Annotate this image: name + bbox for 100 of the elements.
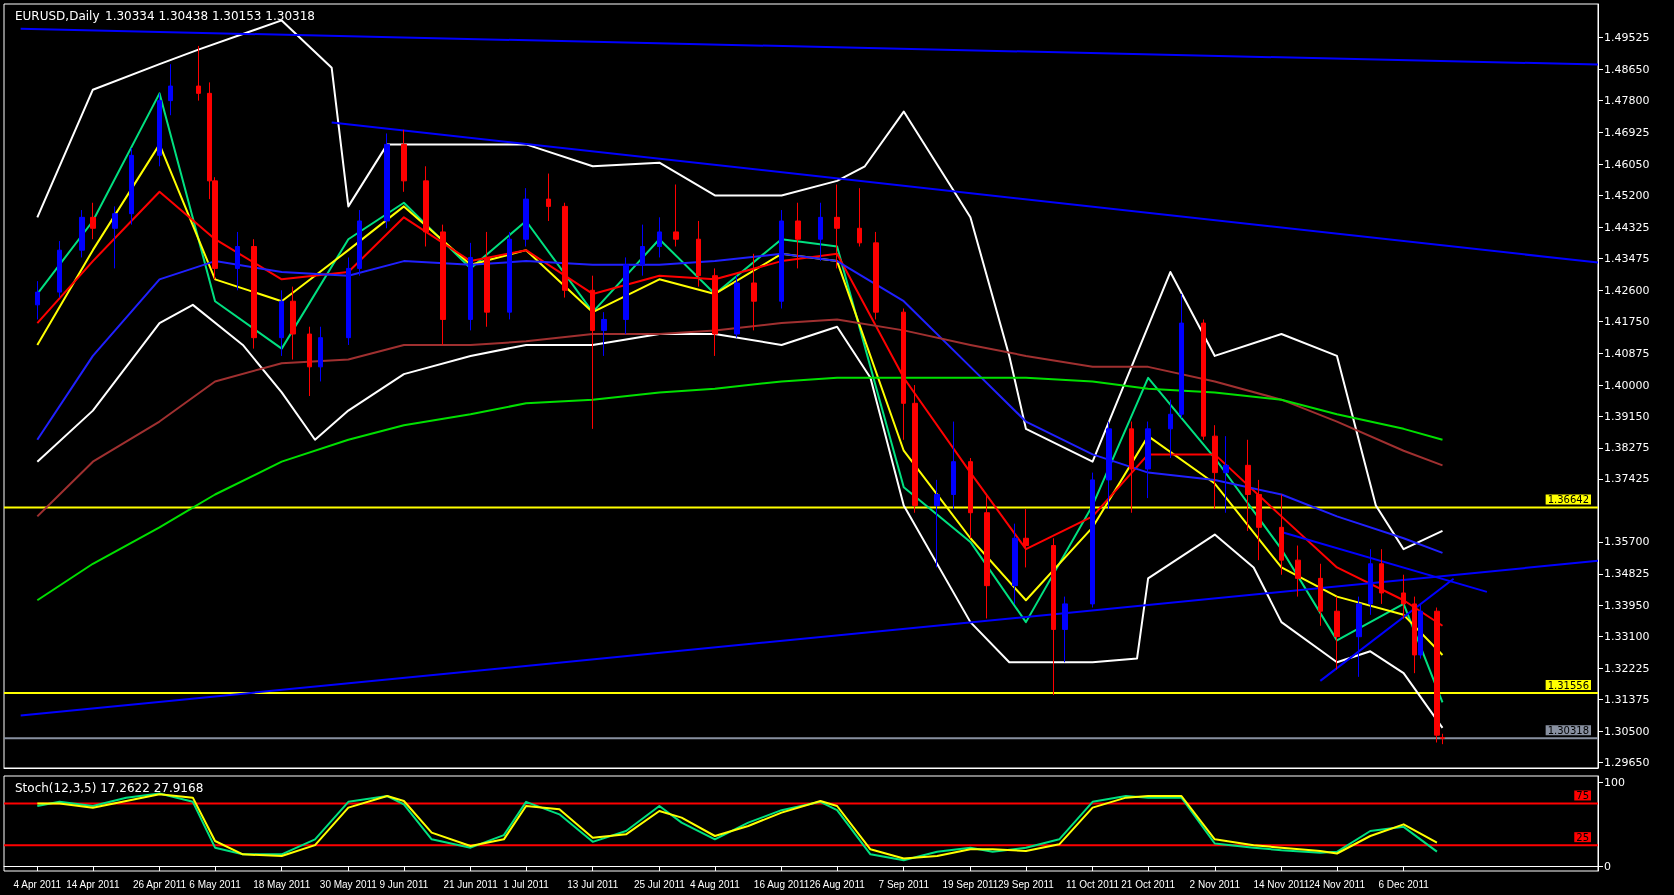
candlestick <box>1179 293 1184 419</box>
candlestick <box>1256 479 1262 561</box>
y-tick-label: 1.37425 <box>1604 472 1650 486</box>
candlestick <box>857 187 862 248</box>
y-tick-label: 1.34825 <box>1604 567 1650 581</box>
candlestick <box>873 231 879 320</box>
x-tick-label: 4 Aug 2011 <box>689 878 741 890</box>
y-tick-label: 1.31375 <box>1604 693 1650 707</box>
candlestick <box>1062 596 1068 663</box>
x-tick-label: 21 Jun 2011 <box>443 878 499 890</box>
candlestick <box>912 384 918 514</box>
y-tick-label: 1.30500 <box>1604 725 1650 739</box>
y-tick-label: 1.42600 <box>1604 283 1650 297</box>
x-tick-label: 7 Sep 2011 <box>878 878 930 890</box>
candlestick <box>934 479 940 568</box>
x-tick-label: 11 Oct 2011 <box>1066 878 1120 890</box>
ref-line-label: 1.31556 <box>1547 679 1589 691</box>
candlestick <box>279 289 284 357</box>
y-tick-label: 1.49525 <box>1604 31 1650 45</box>
line-series <box>36 376 1444 602</box>
candlestick <box>751 253 757 331</box>
candlestick <box>1201 318 1206 441</box>
candlestick <box>734 275 740 339</box>
candlestick <box>640 224 645 277</box>
x-tick-label: 21 Oct 2011 <box>1121 878 1176 890</box>
y-tick-label: 1.40000 <box>1604 378 1650 392</box>
line-series <box>36 318 1444 518</box>
candlestick <box>251 238 257 350</box>
candlestick <box>1012 523 1018 605</box>
y-tick-label: 1.39150 <box>1604 409 1650 423</box>
candlestick <box>1401 574 1406 619</box>
candlestick <box>1334 596 1340 671</box>
candlestick <box>79 209 85 258</box>
y-tick-label: 1.33950 <box>1604 599 1650 613</box>
candlestick <box>712 267 718 357</box>
candlestick <box>129 147 134 226</box>
x-tick-label: 26 Aug 2011 <box>809 878 866 890</box>
y-tick-label: 1.43475 <box>1604 251 1650 265</box>
x-tick-label: 9 Jun 2011 <box>379 878 429 890</box>
x-tick-label: 1 Jul 2011 <box>503 878 550 890</box>
x-tick-label: 13 Jul 2011 <box>567 878 619 890</box>
ref-line-label: 75 <box>1576 790 1589 801</box>
y-tick-label: 1.46925 <box>1604 126 1650 140</box>
candlestick <box>1168 399 1173 459</box>
candlestick <box>657 216 662 258</box>
candlestick <box>1106 421 1112 510</box>
candlestick <box>1279 493 1284 576</box>
candlestick <box>601 311 607 357</box>
x-tick-label: 25 Jul 2011 <box>633 878 686 890</box>
candlestick <box>157 92 162 167</box>
y-tick-label: 1.40875 <box>1604 346 1650 360</box>
ref-line-label: 25 <box>1576 831 1589 843</box>
candlestick <box>440 224 446 346</box>
candlestick <box>235 231 240 291</box>
y-tick-label: 100 <box>1604 776 1625 790</box>
candlestick <box>90 202 96 240</box>
candlestick <box>623 256 629 335</box>
candlestick <box>196 45 201 102</box>
x-tick-label: 4 Apr 2011 <box>13 878 62 890</box>
candlestick <box>35 280 40 320</box>
candlestick <box>357 209 362 277</box>
candlestick <box>901 308 906 441</box>
candlestick <box>57 240 62 299</box>
candlestick <box>590 275 595 430</box>
y-tick-label: 1.38275 <box>1604 441 1650 455</box>
candlestick <box>1379 548 1384 605</box>
candlestick <box>318 326 323 382</box>
candlestick <box>523 187 529 248</box>
candlestick <box>1223 435 1229 514</box>
y-tick-label: 1.32225 <box>1604 662 1650 676</box>
candlestick <box>507 231 512 320</box>
candlestick <box>1418 603 1423 660</box>
ref-line-label: 1.30318 <box>1547 724 1589 736</box>
candlestick <box>562 202 568 299</box>
x-tick-label: 14 Nov 2011 <box>1253 878 1310 890</box>
y-tick-label: 1.46050 <box>1604 157 1650 171</box>
candlestick <box>112 205 118 269</box>
candlestick <box>673 184 679 248</box>
y-tick-label: 1.48650 <box>1604 63 1650 77</box>
ref-line-label: 1.36642 <box>1547 494 1589 506</box>
x-tick-label: 6 Dec 2011 <box>1378 878 1430 890</box>
line-series <box>36 303 1444 729</box>
text: Stoch(12,3,5) 17.2622 27.9168 <box>15 781 204 795</box>
candlestick <box>401 129 407 193</box>
candlestick <box>968 457 973 539</box>
chart-subtitle: 1.30334 1.30438 1.30153 1.30318 <box>105 9 315 23</box>
x-tick-label: 26 Apr 2011 <box>132 878 187 890</box>
y-tick-label: 1.29650 <box>1604 756 1650 770</box>
candlestick <box>384 132 390 229</box>
candlestick <box>984 493 990 619</box>
x-tick-label: 18 May 2011 <box>253 878 311 890</box>
candlestick <box>1023 508 1029 568</box>
y-tick-label: 1.45200 <box>1604 188 1650 202</box>
candlestick <box>468 242 473 331</box>
candlestick <box>1440 733 1445 745</box>
y-tick-label: 1.35700 <box>1604 535 1650 549</box>
candlestick <box>1212 424 1218 510</box>
candlestick <box>168 63 173 116</box>
candlestick <box>546 173 551 222</box>
y-tick-label: 1.44325 <box>1604 220 1650 234</box>
